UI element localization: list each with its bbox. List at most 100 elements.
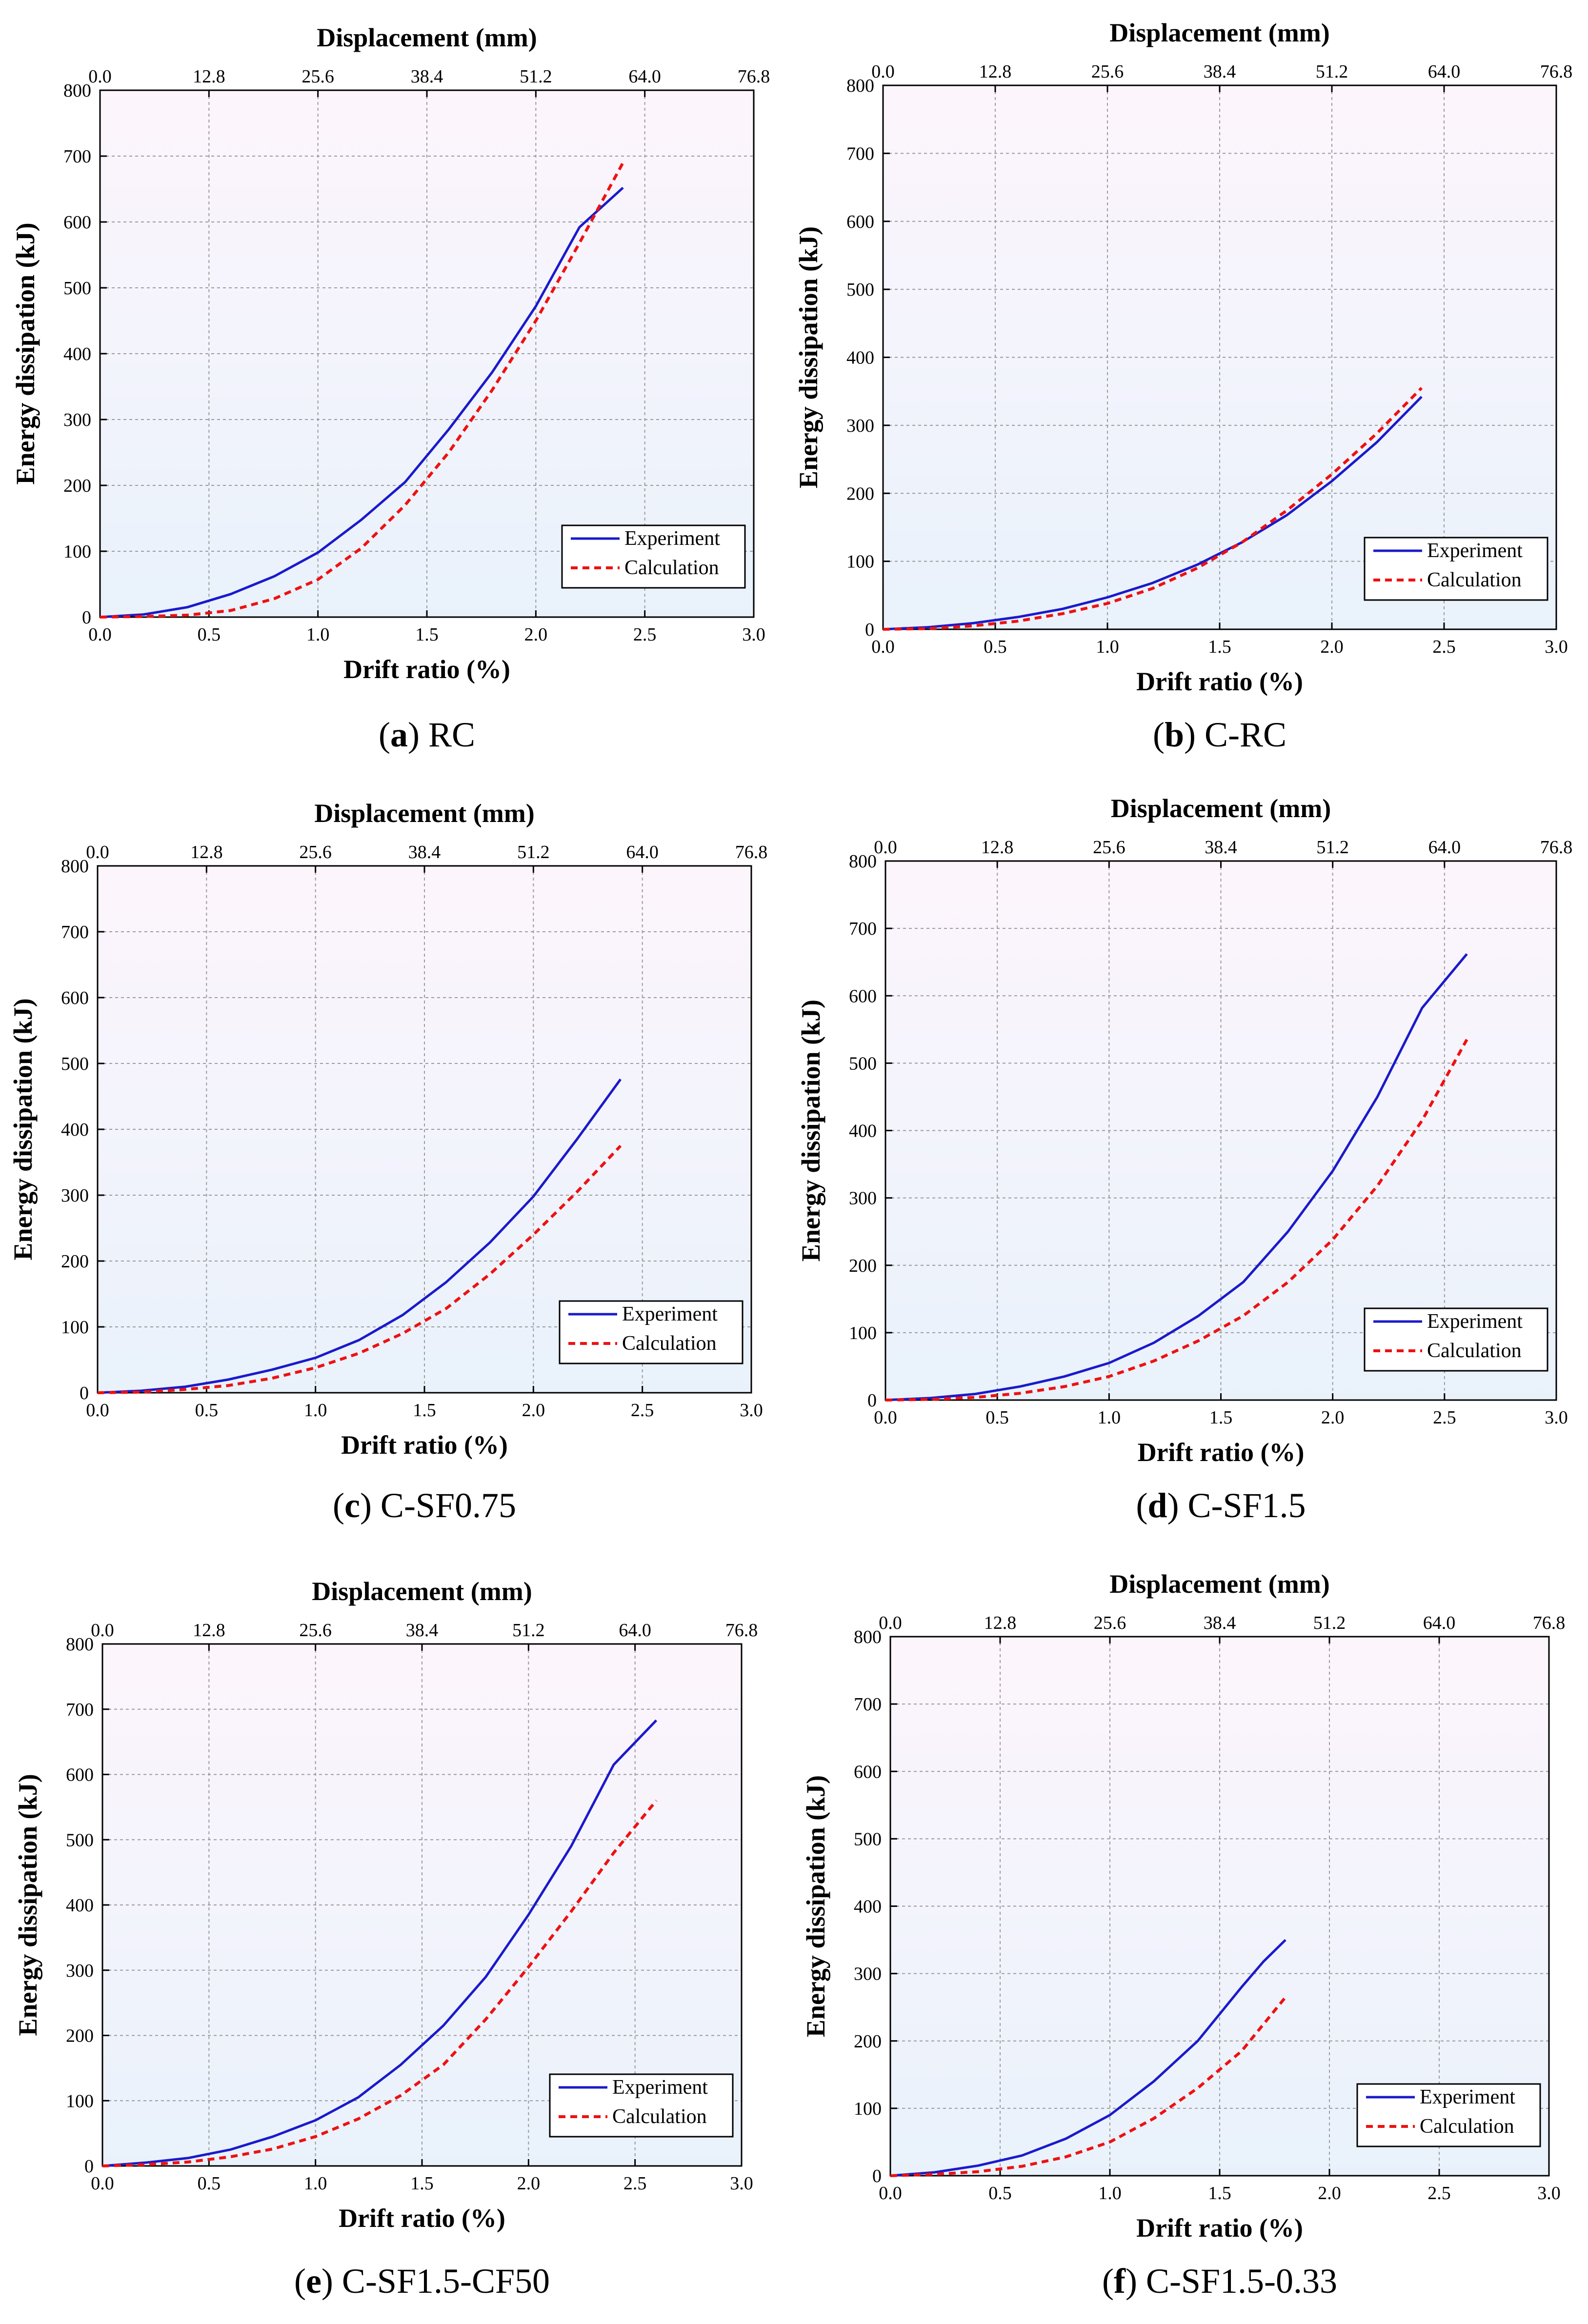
caption-paren-open: ( — [379, 715, 390, 754]
y-tick-label: 600 — [846, 212, 874, 232]
chart-f: 0.0 0.5 1.0 1.5 2.0 2.5 3.0 0.0 12.8 25.6 38.4 51.2… — [801, 1569, 1565, 2301]
y-axis-title: Energy dissipation (kJ) — [794, 226, 823, 488]
x-tick-label: 2.5 — [1432, 637, 1456, 657]
legend-box — [561, 524, 746, 589]
legend-experiment-label: Experiment — [612, 2076, 708, 2099]
x2-tick-label: 51.2 — [1313, 1613, 1346, 1633]
y-tick-label: 200 — [66, 2026, 94, 2046]
x2-axis-title: Displacement (mm) — [317, 23, 537, 52]
x2-tick-label: 12.8 — [193, 66, 225, 87]
x2-tick-label: 12.8 — [190, 842, 223, 862]
x-tick-label: 1.0 — [304, 1400, 327, 1421]
caption-letter: f — [1114, 2262, 1126, 2301]
y-tick-label: 500 — [66, 1830, 94, 1850]
legend-box — [559, 1300, 744, 1364]
y-tick-label: 600 — [849, 986, 877, 1006]
chart-e: 0.0 0.5 1.0 1.5 2.0 2.5 3.0 0.0 12.8 25.6 38.4 51.2… — [13, 1577, 758, 2301]
panel-caption: (f) C-SF1.5-0.33 — [1102, 2262, 1337, 2301]
x-tick-label: 2.5 — [633, 624, 657, 645]
x-tick-label: 0.5 — [195, 1400, 219, 1421]
caption-letter: d — [1147, 1486, 1167, 1525]
x-tick-label: 0.5 — [985, 1407, 1009, 1428]
caption-name: ) RC — [408, 715, 475, 754]
x-tick-label: 0.5 — [984, 637, 1007, 657]
legend-calculation-label: Calculation — [612, 2105, 707, 2128]
x-tick-label: 2.5 — [623, 2173, 647, 2194]
x-tick-label: 1.5 — [1208, 637, 1231, 657]
experiment-line — [102, 1719, 658, 2167]
legend: Experiment Calculation — [561, 524, 746, 589]
x2-tick-label: 38.4 — [406, 1620, 439, 1641]
x2-tick-label: 38.4 — [408, 842, 441, 862]
legend-experiment-label: Experiment — [1420, 2086, 1515, 2108]
x-tick-label: 0.0 — [871, 637, 895, 657]
legend: Experiment Calculation — [559, 1300, 744, 1364]
x-tick-label: 2.0 — [1318, 2183, 1341, 2204]
x-tick-label: 3.0 — [742, 624, 765, 645]
calculation-line — [883, 387, 1423, 631]
x2-tick-label: 76.8 — [735, 842, 768, 862]
y-tick-label: 400 — [61, 1120, 89, 1140]
y-tick-label: 0 — [867, 1390, 877, 1411]
x-tick-label: 0.5 — [198, 624, 221, 645]
y-axis-title: Energy dissipation (kJ) — [8, 998, 38, 1260]
x2-tick-label: 0.0 — [871, 61, 895, 82]
calculation-line — [100, 162, 624, 619]
y-axis-title: Energy dissipation (kJ) — [796, 1000, 825, 1262]
y-tick-label: 300 — [61, 1185, 89, 1206]
x2-tick-label: 0.0 — [91, 1620, 114, 1641]
calculation-line — [885, 1039, 1468, 1402]
legend-calculation-label: Calculation — [624, 557, 719, 579]
x-tick-label: 3.0 — [1545, 637, 1568, 657]
y-tick-label: 200 — [846, 483, 874, 504]
caption-letter: e — [306, 2262, 322, 2301]
x2-tick-label: 0.0 — [86, 842, 109, 862]
y-tick-label: 500 — [849, 1053, 877, 1074]
y-tick-label: 100 — [63, 541, 91, 562]
x-tick-label: 3.0 — [730, 2173, 753, 2194]
x2-tick-label: 38.4 — [1205, 837, 1237, 858]
x2-tick-label: 25.6 — [299, 842, 332, 862]
x2-tick-label: 76.8 — [738, 66, 770, 87]
x2-tick-label: 51.2 — [1316, 61, 1348, 82]
x-tick-label: 0.0 — [879, 2183, 902, 2204]
experiment-line — [883, 396, 1423, 631]
experiment-line — [97, 1078, 622, 1394]
x2-tick-label: 64.0 — [1428, 837, 1461, 858]
y-tick-label: 100 — [854, 2099, 882, 2119]
x2-tick-label: 12.8 — [979, 61, 1012, 82]
x2-tick-label: 38.4 — [1204, 1613, 1236, 1633]
x-tick-label: 2.5 — [631, 1400, 654, 1421]
y-tick-label: 700 — [849, 919, 877, 939]
caption-letter: b — [1165, 715, 1184, 754]
x-tick-label: 2.0 — [1321, 1407, 1345, 1428]
y-tick-label: 100 — [61, 1317, 89, 1338]
experiment-line — [100, 186, 624, 619]
x-tick-label: 0.5 — [198, 2173, 221, 2194]
panel-caption: (c) C-SF0.75 — [333, 1486, 516, 1525]
x2-tick-label: 64.0 — [619, 1620, 651, 1641]
x2-tick-label: 51.2 — [1316, 837, 1349, 858]
x-tick-label: 1.5 — [415, 624, 439, 645]
legend-box — [1364, 1307, 1548, 1372]
y-tick-label: 500 — [846, 280, 874, 300]
panel-caption: (d) C-SF1.5 — [1136, 1486, 1306, 1525]
x2-tick-label: 51.2 — [512, 1620, 545, 1641]
y-tick-label: 700 — [63, 146, 91, 167]
chart-a: 0.0 0.5 1.0 1.5 2.0 2.5 3.0 0.0 12.8 25.6 38.4 51.2… — [11, 23, 770, 754]
experiment-line — [890, 1939, 1286, 2177]
experiment-line — [885, 953, 1468, 1402]
calculation-line — [890, 1996, 1287, 2177]
x-tick-label: 1.0 — [1098, 2183, 1122, 2204]
y-tick-label: 200 — [63, 476, 91, 496]
chart-b: 0.0 0.5 1.0 1.5 2.0 2.5 3.0 0.0 12.8 25.6 38.4 51.2… — [794, 18, 1572, 754]
y-tick-label: 0 — [80, 1383, 89, 1403]
y-tick-label: 700 — [854, 1694, 882, 1715]
x-tick-label: 1.5 — [413, 1400, 436, 1421]
y-tick-label: 800 — [61, 856, 89, 877]
caption-letter: c — [344, 1486, 360, 1525]
x-axis-title: Drift ratio (%) — [343, 655, 510, 684]
x2-tick-label: 51.2 — [520, 66, 552, 87]
y-tick-label: 800 — [854, 1627, 882, 1647]
x2-axis-title: Displacement (mm) — [1111, 794, 1331, 823]
